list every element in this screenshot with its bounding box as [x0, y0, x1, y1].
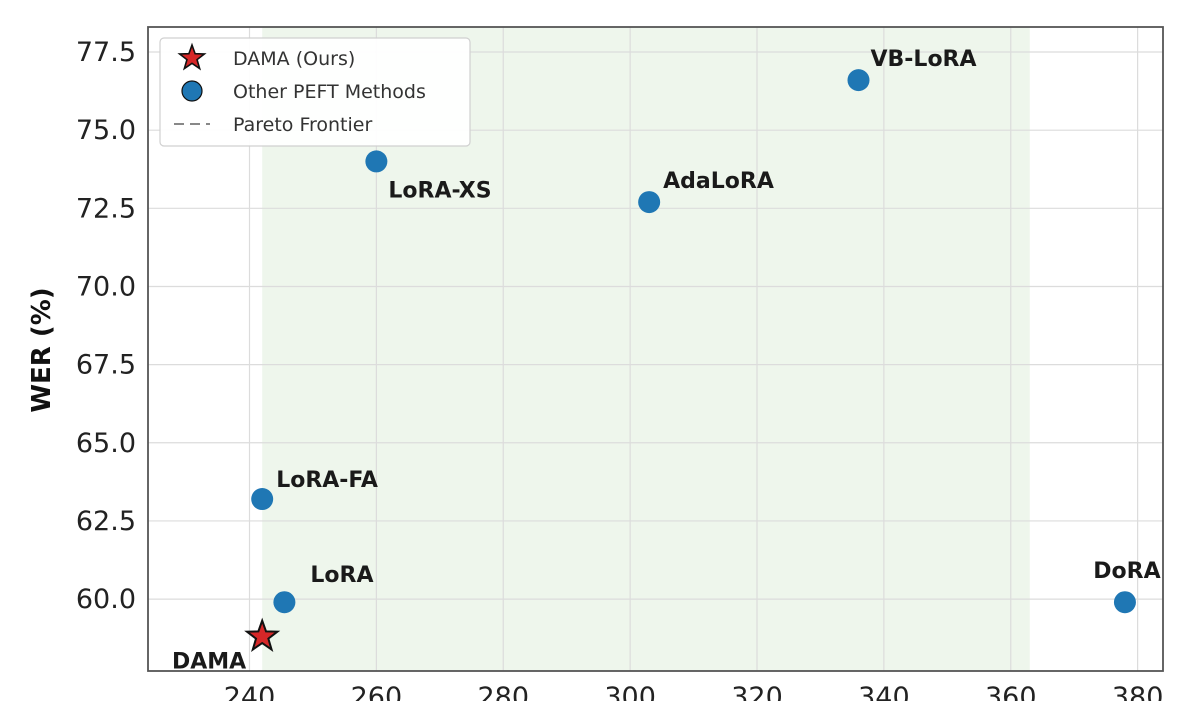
circle-marker [638, 191, 661, 214]
point-label: DoRA [1093, 559, 1160, 584]
x-tick-label: 300 [604, 682, 656, 701]
x-tick-label: 240 [224, 682, 276, 701]
x-tick-label: 280 [477, 682, 529, 701]
x-tick-label: 260 [351, 682, 403, 701]
x-tick-label: 380 [1112, 682, 1164, 701]
star-marker [244, 617, 281, 652]
y-tick-label: 67.5 [76, 350, 136, 381]
legend-label: Pareto Frontier [233, 114, 372, 136]
circle-marker [251, 488, 274, 511]
legend-label: DAMA (Ours) [233, 48, 355, 70]
circle-marker [847, 69, 870, 92]
point-label: VB-LoRA [871, 47, 977, 72]
legend: DAMA (Ours) Other PEFT Methods Pareto Fron… [159, 37, 471, 147]
point-label: LoRA-XS [388, 178, 491, 203]
y-tick-label: 77.5 [76, 37, 136, 68]
legend-circle-marker [181, 80, 203, 102]
legend-star-marker [177, 42, 207, 71]
data-points [244, 69, 1136, 652]
x-tick-label: 320 [731, 682, 783, 701]
plot-frame [147, 26, 1164, 672]
circle-marker [273, 591, 296, 614]
circle-marker [1113, 591, 1136, 614]
point-label: LoRA-FA [276, 468, 378, 493]
x-tick-label: 340 [858, 682, 910, 701]
y-tick-label: 60.0 [76, 584, 136, 615]
point-label: AdaLoRA [663, 169, 774, 194]
x-tick-label: 360 [985, 682, 1037, 701]
circle-marker [365, 150, 388, 173]
y-tick-label: 65.0 [76, 428, 136, 459]
y-tick-label: 70.0 [76, 271, 136, 302]
point-label: LoRA [310, 563, 373, 588]
legend-box [159, 37, 471, 147]
y-tick-label: 72.5 [76, 193, 136, 224]
y-tick-label: 75.0 [76, 115, 136, 146]
legend-label: Other PEFT Methods [233, 81, 426, 103]
y-axis-label: WER (%) [27, 287, 57, 412]
y-tick-label: 62.5 [76, 506, 136, 537]
